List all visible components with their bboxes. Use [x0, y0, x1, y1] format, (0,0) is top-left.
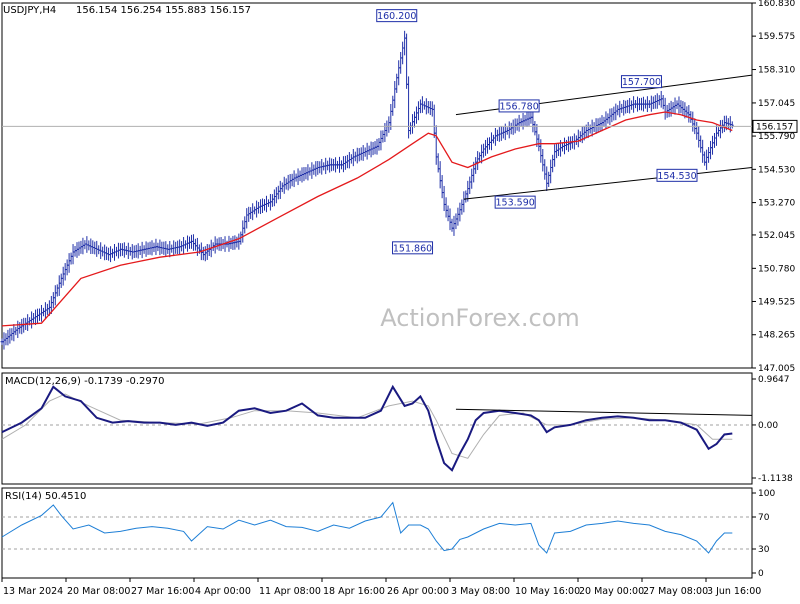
x-tick-label: 3 Jun 16:00 — [707, 586, 761, 597]
x-tick-label: 20 May 00:00 — [579, 586, 644, 597]
price-tick-label: 150.780 — [758, 264, 795, 274]
annotation-label: 153.590 — [496, 198, 535, 209]
macd-tick-label: 0.9647 — [758, 375, 790, 385]
panel-frame-2 — [1, 487, 753, 579]
channel-line — [463, 166, 753, 200]
rsi-line — [1, 501, 733, 554]
price-tick-label: 148.265 — [758, 331, 795, 341]
x-tick-label: 10 May 16:00 — [515, 586, 580, 597]
panel-frame-1 — [1, 372, 753, 485]
annotation-box — [498, 99, 540, 113]
x-tick-label: 26 Apr 00:00 — [387, 586, 449, 597]
panel-frame-0 — [1, 2, 753, 369]
moving-average-line — [1, 111, 733, 327]
chart-ohlc: 156.154 156.254 155.883 156.157 — [76, 5, 251, 16]
macd-tick-label: -1.1138 — [758, 474, 793, 484]
price-tick-label: 153.270 — [758, 199, 795, 209]
rsi-title: RSI(14) 50.4510 — [5, 491, 86, 502]
x-tick-label: 4 Apr 00:00 — [195, 586, 251, 597]
annotation-label: 157.700 — [622, 77, 661, 88]
rsi-tick-label: 30 — [758, 545, 770, 555]
price-tick-label: 160.830 — [758, 0, 795, 9]
macd-title: MACD(12,26,9) -0.1739 -0.2970 — [5, 376, 165, 387]
price-tick-label: 152.045 — [758, 231, 795, 241]
last-price-label: 156.157 — [756, 122, 793, 132]
rsi-tick-label: 0 — [758, 569, 764, 579]
annotation-label: 154.530 — [657, 171, 696, 182]
price-tick-label: 158.310 — [758, 66, 795, 76]
annotation-box — [656, 168, 698, 182]
annotation-box — [494, 195, 536, 209]
rsi-tick-label: 70 — [758, 513, 770, 523]
macd-tick-label: 0.00 — [758, 421, 778, 431]
price-tick-label: 147.005 — [758, 364, 795, 374]
price-tick-label: 149.525 — [758, 297, 795, 307]
price-tick-label: 159.575 — [758, 32, 795, 42]
watermark: ActionForex.com — [380, 304, 580, 332]
annotation-label: 151.860 — [393, 243, 432, 254]
price-tick-label: 154.530 — [758, 165, 795, 175]
annotation-box — [376, 9, 418, 23]
macd-line — [1, 384, 733, 472]
chart-symbol: USDJPY,H4 — [3, 5, 56, 16]
x-tick-label: 27 Mar 16:00 — [131, 586, 194, 597]
last-price-box — [752, 119, 798, 133]
annotation-label: 160.200 — [377, 11, 416, 22]
price-tick-label: 157.045 — [758, 99, 795, 109]
macd-trend-line — [455, 408, 753, 416]
rsi-tick-label: 100 — [758, 489, 775, 499]
x-tick-label: 27 May 08:00 — [643, 586, 708, 597]
x-tick-label: 11 Apr 08:00 — [259, 586, 321, 597]
price-tick-label: 155.790 — [758, 132, 795, 142]
x-tick-label: 13 Mar 2024 — [3, 586, 63, 597]
annotation-box — [392, 241, 434, 255]
x-tick-label: 3 May 08:00 — [451, 586, 510, 597]
macd-signal-line — [1, 393, 733, 459]
annotation-label: 156.780 — [499, 101, 538, 112]
x-tick-label: 20 Mar 08:00 — [67, 586, 130, 597]
annotation-box — [620, 75, 662, 89]
x-tick-label: 18 Apr 16:00 — [323, 586, 385, 597]
